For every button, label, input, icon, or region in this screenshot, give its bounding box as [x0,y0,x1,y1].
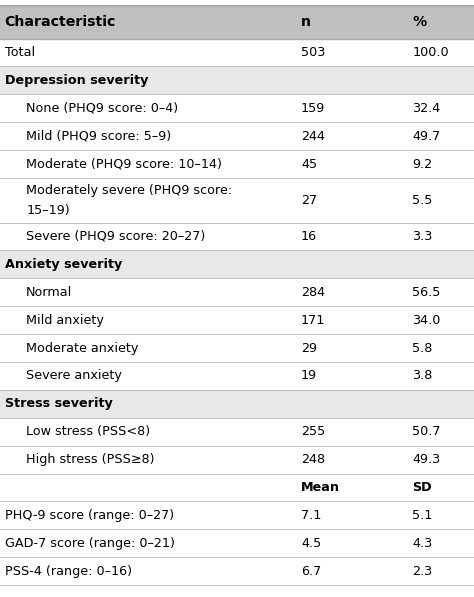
Text: None (PHQ9 score: 0–4): None (PHQ9 score: 0–4) [26,102,178,115]
Text: 49.7: 49.7 [412,130,441,143]
Text: Moderately severe (PHQ9 score:: Moderately severe (PHQ9 score: [26,184,232,197]
Text: 56.5: 56.5 [412,286,441,298]
Bar [0,66,474,94]
Text: Mild anxiety: Mild anxiety [26,313,104,327]
Text: Mild (PHQ9 score: 5–9): Mild (PHQ9 score: 5–9) [26,130,171,143]
Text: Total: Total [5,46,35,59]
Text: 100.0: 100.0 [412,46,449,59]
Text: GAD-7 score (range: 0–21): GAD-7 score (range: 0–21) [5,537,174,550]
Text: Depression severity: Depression severity [5,74,148,87]
Text: Characteristic: Characteristic [5,16,116,29]
Text: Mean: Mean [301,481,340,494]
Text: 244: 244 [301,130,325,143]
Text: 3.8: 3.8 [412,370,433,383]
Text: Stress severity: Stress severity [5,397,112,410]
Text: 5.5: 5.5 [412,194,433,207]
Text: Severe (PHQ9 score: 20–27): Severe (PHQ9 score: 20–27) [26,230,205,243]
Text: 2.3: 2.3 [412,565,433,578]
Text: 6.7: 6.7 [301,565,321,578]
Text: 16: 16 [301,230,317,243]
Text: 4.5: 4.5 [301,537,321,550]
Text: n: n [301,16,311,29]
Text: 45: 45 [301,158,317,171]
Text: Normal: Normal [26,286,73,298]
Text: 171: 171 [301,313,325,327]
Text: 34.0: 34.0 [412,313,441,327]
Text: Anxiety severity: Anxiety severity [5,258,122,271]
Text: 49.3: 49.3 [412,453,441,466]
Text: Moderate anxiety: Moderate anxiety [26,341,138,355]
Text: 29: 29 [301,341,317,355]
Bar [0,250,474,278]
Text: SD: SD [412,481,432,494]
Bar [0,390,474,418]
Text: 50.7: 50.7 [412,425,441,438]
Text: 284: 284 [301,286,325,298]
Text: PSS-4 (range: 0–16): PSS-4 (range: 0–16) [5,565,132,578]
Text: 7.1: 7.1 [301,509,321,522]
Text: Low stress (PSS<8): Low stress (PSS<8) [26,425,150,438]
Text: 15–19): 15–19) [26,204,70,217]
Text: Severe anxiety: Severe anxiety [26,370,122,383]
Text: 503: 503 [301,46,325,59]
Text: 4.3: 4.3 [412,537,433,550]
Text: 3.3: 3.3 [412,230,433,243]
Text: Moderate (PHQ9 score: 10–14): Moderate (PHQ9 score: 10–14) [26,158,222,171]
Text: 27: 27 [301,194,317,207]
Text: 159: 159 [301,102,325,115]
Text: 5.1: 5.1 [412,509,433,522]
Text: 5.8: 5.8 [412,341,433,355]
Text: %: % [412,16,427,29]
Text: 9.2: 9.2 [412,158,432,171]
Text: PHQ-9 score (range: 0–27): PHQ-9 score (range: 0–27) [5,509,174,522]
Text: High stress (PSS≥8): High stress (PSS≥8) [26,453,155,466]
Text: 32.4: 32.4 [412,102,441,115]
Text: 248: 248 [301,453,325,466]
Bar [0,6,474,39]
Text: 19: 19 [301,370,317,383]
Text: 255: 255 [301,425,325,438]
